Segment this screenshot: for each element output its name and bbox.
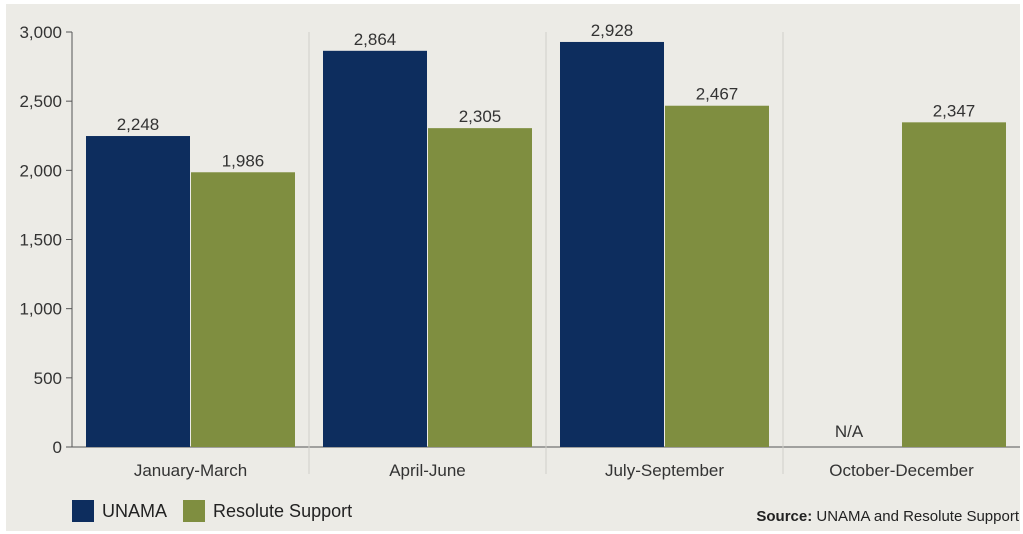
y-tick-label: 2,500 (19, 92, 62, 111)
bar-resolute-support (191, 172, 295, 447)
y-axis: 0 500 1,000 1,500 2,000 2,500 3,000 (19, 23, 73, 457)
y-tick-label: 1,000 (19, 300, 62, 319)
source-text: UNAMA and Resolute Support (812, 508, 1019, 525)
bar-resolute-support (902, 122, 1006, 447)
source-note: Source: UNAMA and Resolute Support (756, 508, 1019, 525)
legend-swatch-unama (72, 500, 94, 522)
legend-swatch-resolute-support (183, 500, 206, 522)
source-label: Source: (756, 508, 813, 525)
legend-item-unama: UNAMA (72, 500, 167, 522)
y-tick-label: 3,000 (19, 23, 62, 42)
bar-unama (323, 50, 427, 448)
bar-unama (86, 136, 190, 447)
x-tick-label: July-September (605, 461, 724, 480)
x-tick-label: January-March (134, 461, 247, 480)
y-tick-label: 1,500 (19, 231, 62, 250)
category-separators (308, 32, 784, 474)
data-label: 2,864 (354, 30, 397, 49)
data-label: 2,305 (459, 107, 502, 126)
data-label: 2,248 (117, 115, 160, 134)
data-label: 2,467 (696, 85, 739, 104)
bar-unama (560, 41, 664, 448)
bar-resolute-support (428, 128, 532, 447)
legend-label-resolute-support: Resolute Support (213, 500, 353, 521)
legend: UNAMA Resolute Support (72, 500, 358, 522)
data-labels: 2,248 1,986 2,864 2,305 2,928 2,467 N/A 2,347 (117, 21, 976, 441)
bars (86, 41, 1006, 448)
data-label: 2,347 (933, 101, 976, 120)
x-tick-label: October-December (829, 461, 974, 480)
data-label-na: N/A (835, 422, 864, 441)
y-tick-label: 2,000 (19, 161, 62, 180)
data-label: 1,986 (222, 151, 265, 170)
y-tick-label: 0 (53, 438, 62, 457)
x-tick-label: April-June (389, 461, 466, 480)
data-label: 2,928 (591, 21, 634, 40)
y-tick-label: 500 (34, 369, 62, 388)
bar-resolute-support (665, 105, 769, 448)
legend-label-unama: UNAMA (102, 500, 168, 521)
legend-item-resolute-support: Resolute Support (183, 500, 352, 522)
